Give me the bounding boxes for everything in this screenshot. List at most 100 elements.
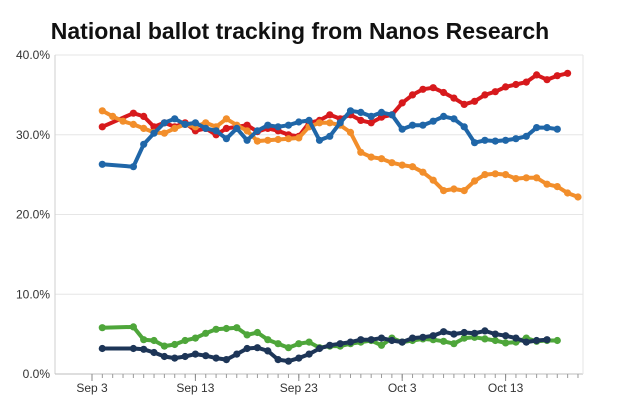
data-point-red bbox=[543, 76, 551, 84]
data-point-red bbox=[460, 100, 468, 108]
data-point-orange bbox=[315, 119, 324, 127]
data-point-orange bbox=[284, 135, 293, 143]
data-point-navy bbox=[150, 348, 158, 357]
data-point-navy bbox=[233, 350, 241, 358]
data-point-navy bbox=[243, 344, 251, 353]
data-point-blue bbox=[315, 136, 324, 144]
data-point-orange bbox=[398, 161, 406, 169]
data-point-red bbox=[440, 88, 448, 97]
data-point-blue bbox=[398, 125, 406, 133]
data-point-blue bbox=[191, 119, 199, 127]
data-point-orange bbox=[553, 183, 561, 191]
data-point-green bbox=[284, 344, 293, 352]
data-point-navy bbox=[140, 345, 148, 353]
data-point-navy bbox=[129, 344, 137, 353]
data-point-navy bbox=[408, 334, 417, 342]
grid-lines bbox=[55, 54, 583, 295]
data-point-orange bbox=[388, 159, 396, 167]
data-point-red bbox=[243, 121, 251, 129]
data-point-navy bbox=[481, 327, 489, 335]
x-tick-label: Oct 3 bbox=[388, 381, 417, 395]
data-point-orange bbox=[491, 170, 499, 178]
data-point-blue bbox=[543, 124, 551, 132]
data-point-navy bbox=[274, 356, 282, 364]
data-point-blue bbox=[202, 124, 210, 132]
data-point-navy bbox=[160, 352, 168, 361]
data-point-navy bbox=[222, 356, 230, 364]
data-point-blue bbox=[491, 137, 499, 145]
data-point-blue bbox=[450, 115, 458, 123]
data-point-blue bbox=[419, 121, 427, 129]
x-tick-label: Sep 23 bbox=[280, 381, 318, 395]
data-point-red bbox=[491, 88, 499, 96]
data-point-navy bbox=[471, 329, 479, 337]
series-blue bbox=[98, 107, 561, 171]
data-point-orange bbox=[357, 148, 365, 156]
data-point-navy bbox=[377, 334, 386, 342]
data-point-orange bbox=[564, 189, 572, 197]
x-tick-label: Sep 3 bbox=[76, 381, 108, 395]
data-point-orange bbox=[129, 120, 137, 128]
data-point-red bbox=[533, 71, 541, 79]
y-tick-label: 40.0% bbox=[16, 48, 50, 62]
data-point-orange bbox=[243, 127, 251, 135]
data-point-green bbox=[243, 331, 251, 339]
data-point-blue bbox=[471, 139, 479, 147]
data-point-blue bbox=[274, 123, 282, 131]
data-point-navy bbox=[191, 350, 199, 358]
data-point-red bbox=[450, 94, 458, 102]
data-point-orange bbox=[408, 163, 417, 171]
data-point-red bbox=[326, 111, 334, 119]
data-point-orange bbox=[481, 171, 489, 179]
data-point-orange bbox=[264, 136, 272, 144]
data-point-red bbox=[222, 124, 230, 132]
data-point-blue bbox=[326, 132, 334, 140]
data-point-navy bbox=[98, 344, 106, 353]
data-point-orange bbox=[440, 187, 448, 195]
data-point-navy bbox=[346, 338, 355, 346]
data-point-orange bbox=[377, 155, 386, 163]
y-tick-label: 30.0% bbox=[16, 128, 50, 142]
data-point-red bbox=[553, 72, 561, 80]
data-point-red bbox=[398, 99, 406, 107]
data-point-red bbox=[502, 83, 510, 91]
data-point-orange bbox=[367, 153, 375, 161]
data-point-green bbox=[502, 339, 510, 347]
data-point-orange bbox=[574, 193, 582, 201]
axes bbox=[54, 55, 584, 381]
data-point-blue bbox=[512, 135, 520, 143]
data-point-green bbox=[553, 336, 561, 345]
data-point-green bbox=[129, 323, 137, 331]
data-point-green bbox=[305, 338, 313, 346]
data-point-orange bbox=[295, 134, 303, 142]
data-point-green bbox=[274, 340, 282, 348]
data-point-navy bbox=[202, 352, 210, 360]
data-point-blue bbox=[388, 111, 396, 119]
data-point-navy bbox=[284, 357, 293, 365]
y-tick-label: 10.0% bbox=[16, 287, 50, 301]
data-point-green bbox=[202, 329, 210, 337]
data-point-green bbox=[212, 325, 220, 333]
data-point-blue bbox=[243, 136, 251, 144]
data-point-orange bbox=[140, 124, 148, 132]
data-point-orange bbox=[429, 176, 437, 184]
data-point-blue bbox=[357, 108, 365, 116]
data-point-blue bbox=[522, 132, 530, 140]
data-point-orange bbox=[522, 174, 530, 182]
data-point-navy bbox=[253, 344, 261, 352]
y-tick-label: 0.0% bbox=[23, 367, 51, 381]
data-point-blue bbox=[264, 121, 272, 129]
data-point-navy bbox=[533, 336, 541, 345]
data-point-navy bbox=[543, 336, 551, 344]
data-point-orange bbox=[98, 107, 106, 115]
data-point-blue bbox=[429, 117, 437, 125]
data-point-navy bbox=[512, 334, 520, 342]
data-point-green bbox=[98, 324, 106, 332]
data-point-blue bbox=[346, 107, 355, 115]
data-point-orange bbox=[450, 185, 458, 193]
data-point-orange bbox=[471, 177, 479, 185]
data-point-red bbox=[564, 69, 572, 77]
data-point-blue bbox=[377, 108, 386, 116]
data-point-blue bbox=[305, 116, 313, 124]
